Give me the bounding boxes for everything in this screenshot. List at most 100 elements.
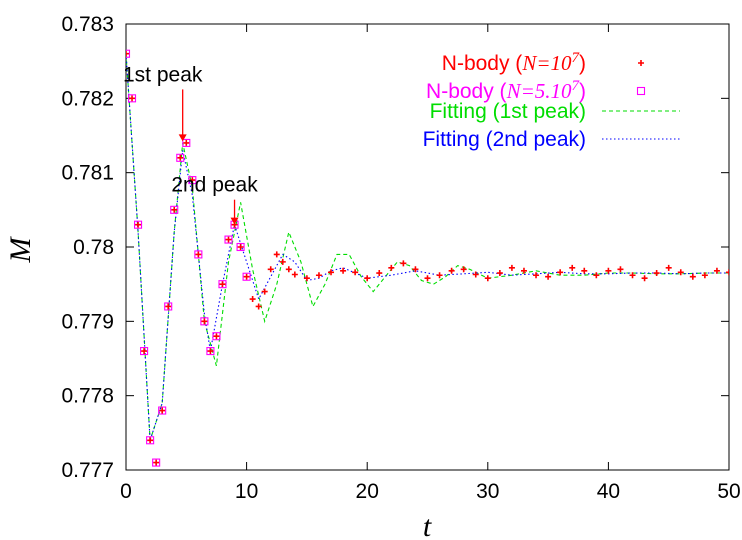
- x-tick-label: 50: [717, 480, 740, 503]
- point-nbody-5e7: [152, 458, 161, 467]
- point-nbody-1e7: [701, 272, 708, 279]
- annotation-label: 1st peak: [123, 63, 203, 86]
- point-nbody-1e7: [677, 269, 684, 276]
- point-nbody-5e7: [224, 235, 233, 244]
- axis-ticks: 0 10 20 30 40 50 0.777 0.778 0.779 0.78 0.781 0.782…: [61, 13, 740, 503]
- x-tick-label: 40: [597, 480, 620, 503]
- point-nbody-1e7: [593, 272, 600, 279]
- point-nbody-1e7: [141, 348, 148, 355]
- series-layer: [126, 49, 729, 467]
- point-nbody-1e7: [249, 296, 256, 303]
- point-nbody-1e7: [496, 270, 503, 277]
- y-tick-label: 0.781: [61, 162, 114, 185]
- legend-entry-label: N-body (N=5.107): [426, 78, 586, 103]
- point-nbody-1e7: [201, 318, 208, 325]
- point-nbody-1e7: [183, 139, 190, 146]
- point-nbody-5e7: [134, 220, 143, 229]
- point-nbody-1e7: [508, 264, 515, 271]
- point-nbody-5e7: [170, 205, 179, 214]
- point-nbody-5e7: [242, 272, 251, 281]
- x-tick-label: 30: [476, 480, 499, 503]
- series-fitting-1st-peak: [126, 53, 729, 441]
- y-tick-label: 0.782: [61, 87, 114, 110]
- y-axis-title: M: [4, 236, 37, 264]
- point-nbody-1e7: [153, 459, 160, 466]
- point-nbody-5e7: [164, 302, 173, 311]
- point-nbody-5e7: [236, 242, 245, 252]
- point-nbody-1e7: [653, 270, 660, 277]
- point-nbody-1e7: [195, 251, 202, 258]
- point-nbody-1e7: [340, 267, 347, 274]
- point-nbody-5e7: [218, 280, 227, 289]
- point-nbody-1e7: [617, 266, 624, 273]
- point-nbody-1e7: [569, 264, 576, 271]
- point-nbody-5e7: [126, 49, 131, 58]
- point-nbody-1e7: [412, 266, 419, 273]
- point-nbody-1e7: [484, 275, 491, 282]
- point-nbody-1e7: [267, 266, 274, 273]
- point-nbody-1e7: [665, 264, 672, 271]
- y-tick-label: 0.779: [61, 310, 114, 333]
- point-nbody-1e7: [147, 437, 154, 444]
- point-nbody-1e7: [129, 95, 136, 102]
- point-nbody-1e7: [126, 50, 129, 57]
- point-nbody-5e7: [176, 153, 185, 162]
- y-tick-label: 0.783: [61, 13, 114, 36]
- point-nbody-1e7: [255, 303, 262, 310]
- y-tick-label: 0.777: [61, 459, 114, 482]
- legend-marker-square: [636, 86, 646, 96]
- point-nbody-1e7: [581, 267, 588, 274]
- point-nbody-5e7: [140, 347, 149, 356]
- point-nbody-1e7: [273, 251, 280, 258]
- point-nbody-1e7: [545, 273, 552, 280]
- point-nbody-1e7: [243, 273, 250, 280]
- point-nbody-1e7: [177, 154, 184, 161]
- legend-entry-label: Fitting (1st peak): [430, 100, 586, 123]
- point-nbody-5e7: [127, 94, 137, 103]
- point-nbody-1e7: [726, 269, 729, 276]
- y-tick-label: 0.78: [73, 236, 114, 259]
- point-nbody-1e7: [557, 269, 564, 276]
- y-tick-label: 0.778: [61, 385, 114, 408]
- x-tick-label: 0: [120, 480, 132, 503]
- point-nbody-1e7: [424, 275, 431, 282]
- point-nbody-5e7: [212, 332, 221, 341]
- legend: N-body (N=107) N-body (N=5.107)Fitting (1…: [423, 50, 680, 151]
- point-nbody-5e7: [146, 436, 155, 445]
- point-nbody-1e7: [713, 267, 720, 274]
- annotation-arrowhead: [178, 134, 187, 142]
- point-nbody-1e7: [472, 271, 479, 278]
- point-nbody-1e7: [159, 407, 166, 414]
- point-nbody-1e7: [315, 272, 322, 279]
- x-tick-label: 20: [356, 480, 379, 503]
- point-nbody-1e7: [520, 267, 527, 274]
- point-nbody-1e7: [605, 267, 612, 274]
- point-nbody-5e7: [188, 176, 197, 185]
- point-nbody-1e7: [352, 269, 359, 276]
- point-nbody-1e7: [219, 281, 226, 288]
- point-nbody-1e7: [303, 275, 310, 282]
- point-nbody-1e7: [237, 244, 244, 250]
- point-nbody-1e7: [279, 258, 286, 265]
- point-nbody-1e7: [207, 348, 214, 355]
- point-nbody-1e7: [165, 303, 172, 310]
- annotation-label: 2nd peak: [171, 174, 258, 197]
- point-nbody-1e7: [213, 333, 220, 340]
- point-nbody-1e7: [533, 272, 540, 279]
- point-nbody-5e7: [206, 347, 215, 356]
- point-nbody-1e7: [629, 272, 636, 279]
- point-nbody-1e7: [689, 273, 696, 280]
- series-fitting-2nd-peak: [126, 53, 729, 441]
- point-nbody-1e7: [436, 272, 443, 279]
- x-axis-title: t: [423, 510, 432, 540]
- point-nbody-1e7: [328, 269, 335, 276]
- point-nbody-1e7: [285, 266, 292, 273]
- point-nbody-1e7: [448, 267, 455, 274]
- point-nbody-1e7: [376, 270, 383, 277]
- annotation-layer: 1st peak 2nd peak: [123, 63, 258, 225]
- point-nbody-1e7: [171, 206, 178, 213]
- point-nbody-5e7: [200, 317, 209, 326]
- point-nbody-1e7: [364, 275, 371, 282]
- point-nbody-5e7: [194, 250, 203, 259]
- legend-entry-label: N-body (N=107): [442, 50, 586, 75]
